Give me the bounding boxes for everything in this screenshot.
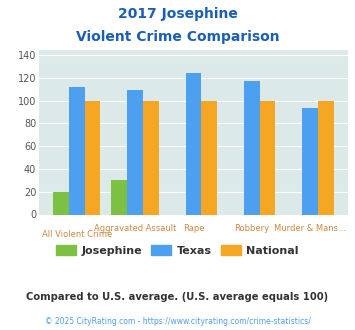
Bar (201, 101, 217, 214)
Text: All Violent Crime: All Violent Crime (42, 230, 112, 240)
Bar (186, 73, 201, 214)
Text: Rape: Rape (183, 224, 204, 233)
Bar (53, 192, 69, 214)
Text: © 2025 CityRating.com - https://www.cityrating.com/crime-statistics/: © 2025 CityRating.com - https://www.city… (45, 317, 310, 326)
Text: Compared to U.S. average. (U.S. average equals 100): Compared to U.S. average. (U.S. average … (26, 292, 329, 302)
Bar (111, 181, 127, 214)
Text: 2017 Josephine: 2017 Josephine (118, 7, 237, 20)
Bar (244, 82, 260, 214)
Bar (84, 101, 100, 214)
Text: Robbery: Robbery (234, 224, 269, 233)
Text: Violent Crime Comparison: Violent Crime Comparison (76, 30, 279, 44)
Text: Aggravated Assault: Aggravated Assault (94, 224, 176, 233)
Bar (318, 101, 334, 214)
Bar (127, 90, 143, 214)
Bar (302, 108, 318, 214)
Text: Murder & Mans...: Murder & Mans... (274, 224, 346, 233)
Bar (260, 101, 275, 214)
Bar (69, 87, 84, 214)
Bar (143, 101, 159, 214)
Legend: Josephine, Texas, National: Josephine, Texas, National (52, 241, 303, 260)
